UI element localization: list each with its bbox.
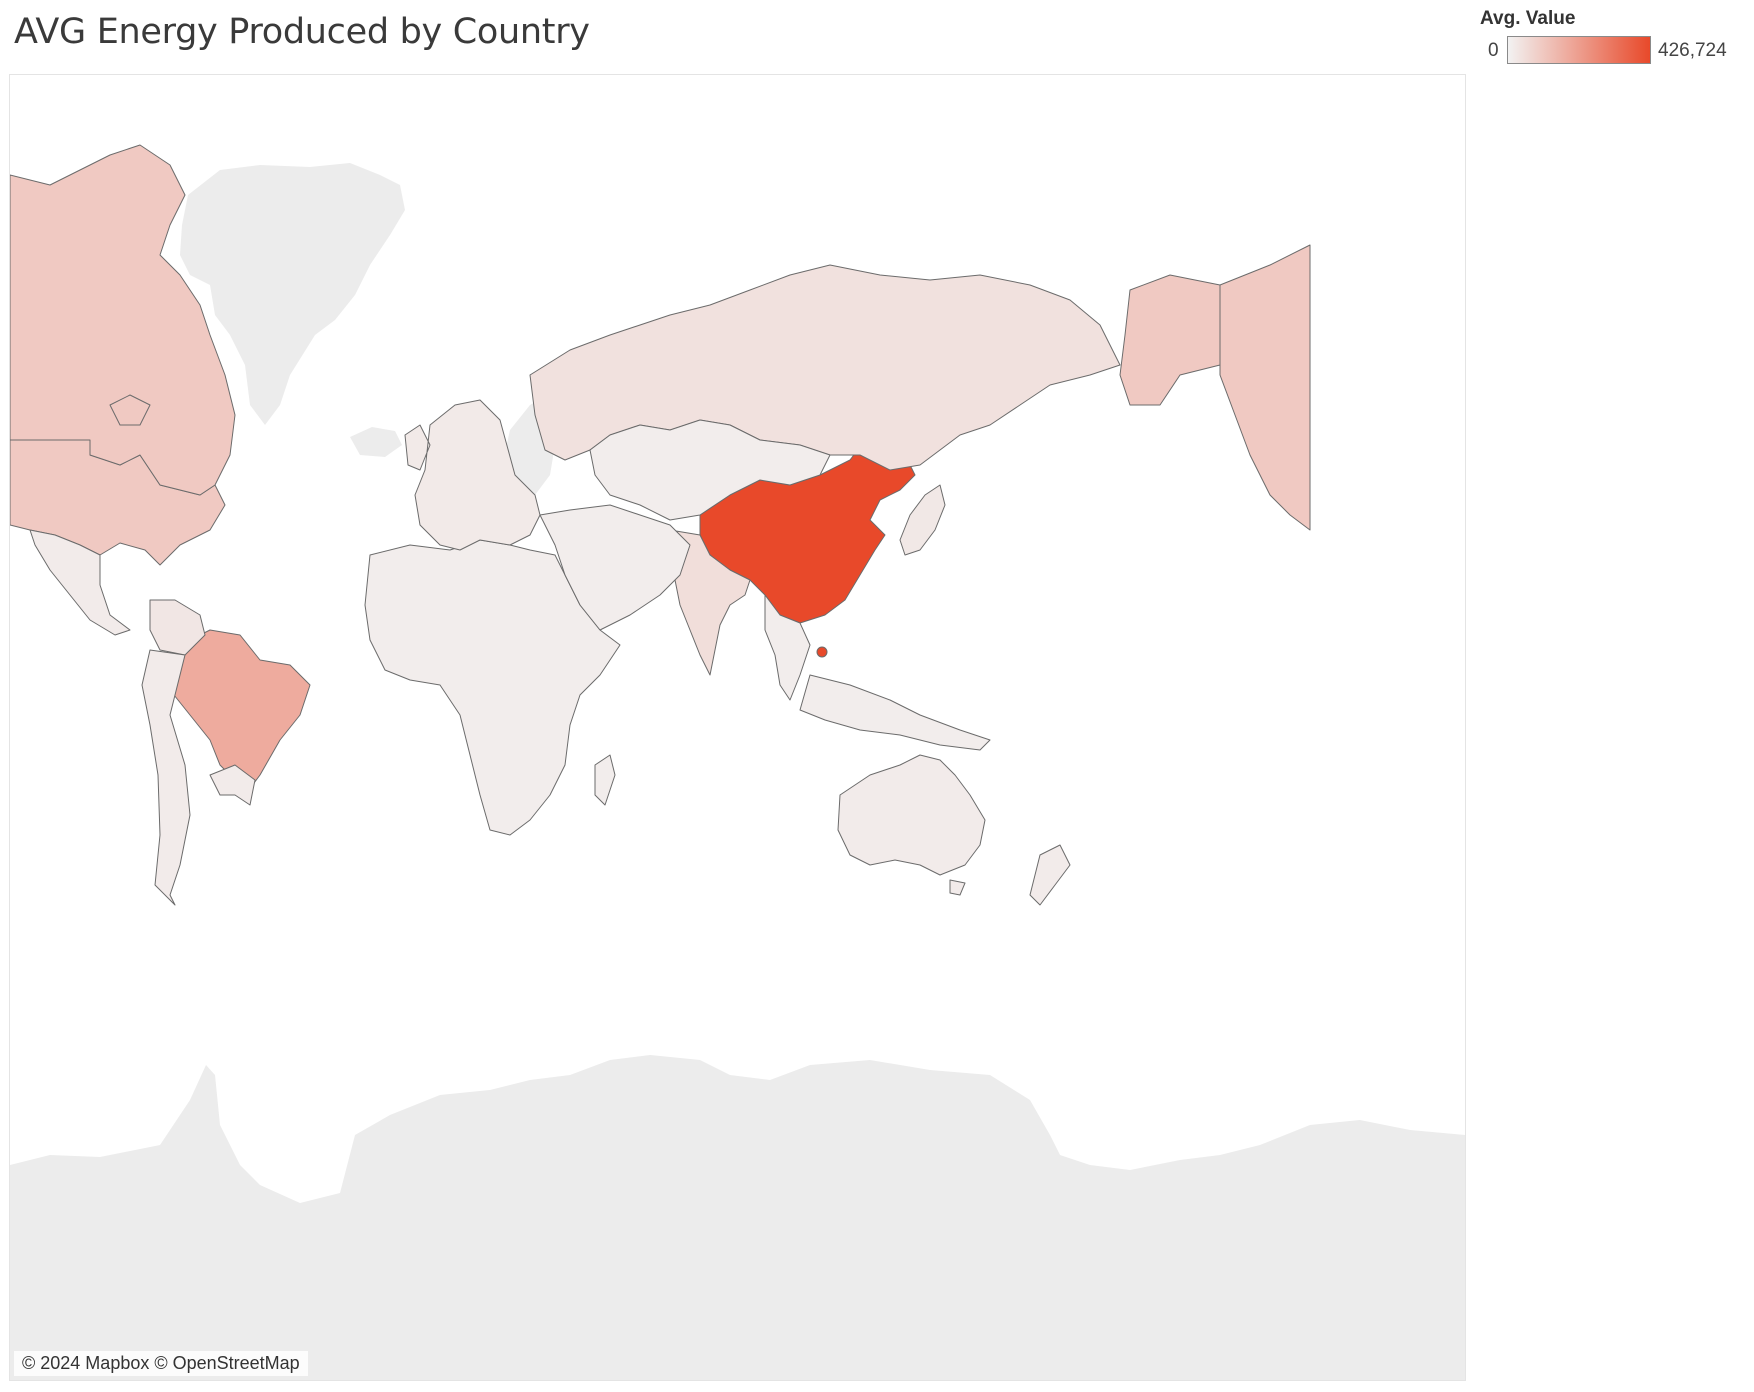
country-middle-east[interactable] (539, 504, 691, 631)
country-central-asia[interactable] (589, 419, 831, 521)
country-africa[interactable] (364, 539, 621, 836)
map-attribution[interactable]: © 2024 Mapbox © OpenStreetMap (14, 1351, 308, 1376)
country-china[interactable] (699, 434, 916, 624)
country-south-america[interactable] (141, 649, 256, 906)
legend-gradient-bar (1507, 36, 1651, 64)
country-europe[interactable] (404, 399, 541, 551)
country-india[interactable] (664, 529, 751, 676)
country-japan[interactable] (899, 484, 946, 556)
antarctica[interactable] (10, 1055, 1465, 1380)
legend-min-label: 0 (1488, 40, 1499, 61)
legend-max-label: 426,724 (1658, 40, 1727, 61)
legend-title: Avg. Value (1480, 8, 1576, 29)
country-southeast-asia[interactable] (764, 594, 991, 751)
country-australia[interactable] (837, 754, 1071, 906)
color-legend: Avg. Value 0 426,724 (1478, 8, 1748, 66)
country-china-hainan[interactable] (816, 646, 828, 658)
map-view[interactable]: © 2024 Mapbox © OpenStreetMap (9, 74, 1466, 1381)
legend-scale: 0 426,724 (1478, 34, 1748, 66)
iceland[interactable] (350, 427, 402, 457)
country-mexico[interactable] (29, 529, 131, 636)
country-canada[interactable] (10, 144, 236, 496)
chart-title: AVG Energy Produced by Country (14, 12, 590, 52)
world-map[interactable] (10, 75, 1465, 1380)
country-brazil[interactable] (167, 629, 311, 796)
country-colombia[interactable] (149, 599, 206, 656)
greenland[interactable] (180, 163, 405, 425)
